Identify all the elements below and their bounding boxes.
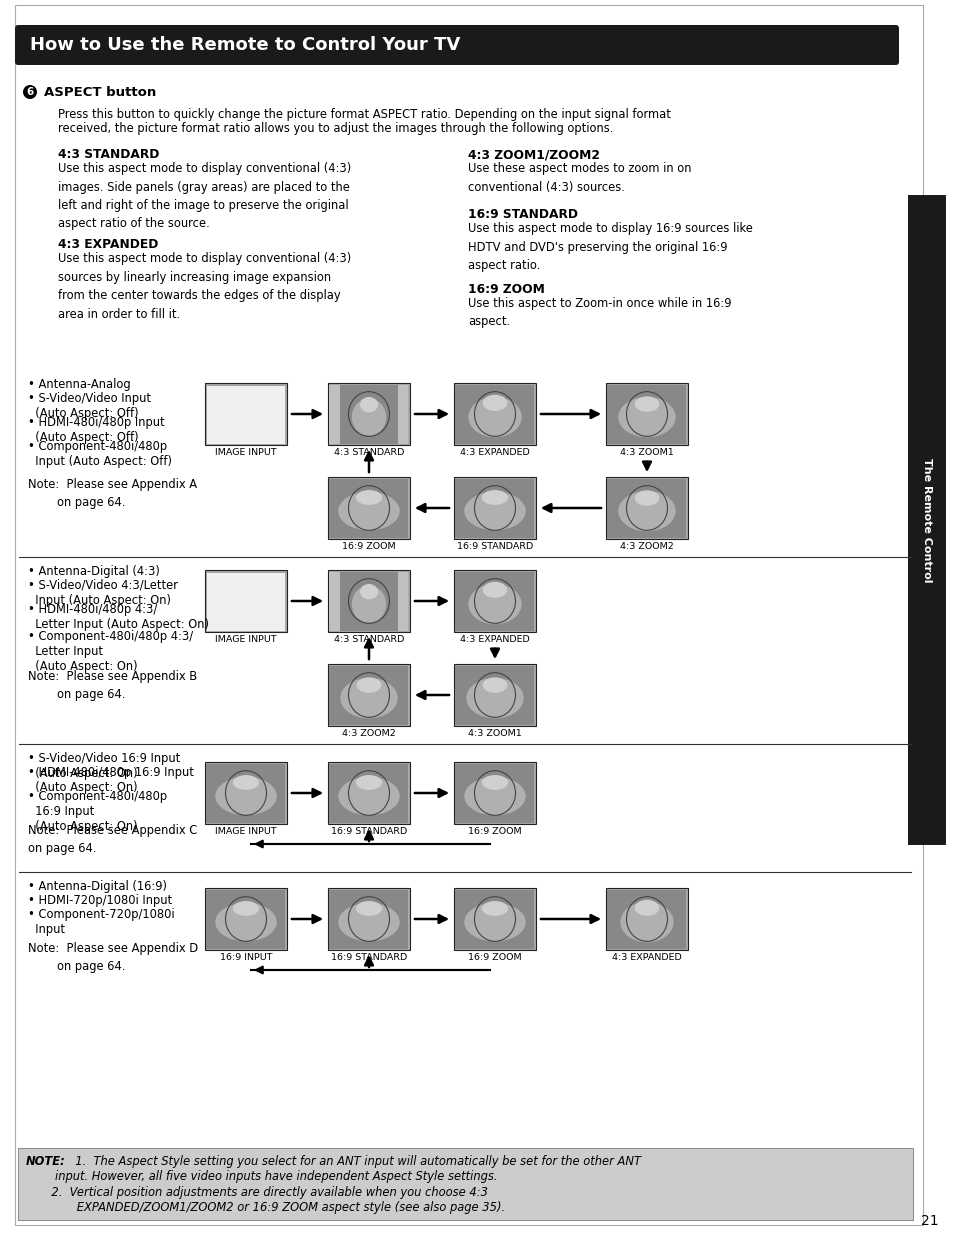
Bar bbox=[455, 384, 534, 443]
Ellipse shape bbox=[356, 677, 381, 693]
Text: 1.  The Aspect Style setting you select for an ANT input will automatically be s: 1. The Aspect Style setting you select f… bbox=[68, 1155, 640, 1168]
Bar bbox=[329, 478, 408, 537]
Text: 4:3 STANDARD: 4:3 STANDARD bbox=[334, 448, 404, 457]
Text: • Antenna-Digital (16:9): • Antenna-Digital (16:9) bbox=[28, 881, 167, 893]
Bar bbox=[454, 571, 536, 632]
Text: 4:3 EXPANDED: 4:3 EXPANDED bbox=[612, 953, 681, 962]
Ellipse shape bbox=[482, 395, 507, 411]
Text: 4:3 ZOOM1/ZOOM2: 4:3 ZOOM1/ZOOM2 bbox=[468, 148, 599, 161]
Ellipse shape bbox=[468, 396, 521, 437]
Ellipse shape bbox=[338, 777, 399, 815]
Bar bbox=[206, 572, 285, 631]
Text: 21: 21 bbox=[921, 1214, 938, 1228]
Ellipse shape bbox=[215, 903, 276, 941]
Text: 4:3 EXPANDED: 4:3 EXPANDED bbox=[459, 635, 529, 643]
Bar bbox=[455, 763, 534, 823]
Ellipse shape bbox=[233, 902, 259, 916]
Text: 16:9 ZOOM: 16:9 ZOOM bbox=[468, 953, 521, 962]
Bar bbox=[455, 666, 534, 725]
Bar bbox=[607, 889, 686, 948]
Text: • S-Video/Video Input
  (Auto Aspect: Off): • S-Video/Video Input (Auto Aspect: Off) bbox=[28, 391, 151, 420]
Text: Note:  Please see Appendix D
        on page 64.: Note: Please see Appendix D on page 64. bbox=[28, 942, 198, 973]
Bar bbox=[454, 477, 536, 538]
Text: • HDMI-720p/1080i Input: • HDMI-720p/1080i Input bbox=[28, 894, 172, 906]
Bar bbox=[206, 384, 285, 443]
Ellipse shape bbox=[359, 396, 377, 412]
Bar bbox=[206, 889, 285, 948]
Bar bbox=[455, 889, 534, 948]
Ellipse shape bbox=[481, 490, 508, 505]
Text: 16:9 INPUT: 16:9 INPUT bbox=[219, 953, 272, 962]
Bar bbox=[328, 762, 410, 824]
Text: Use this aspect mode to display conventional (4:3)
sources by linearly increasin: Use this aspect mode to display conventi… bbox=[58, 252, 351, 321]
Text: 4:3 STANDARD: 4:3 STANDARD bbox=[58, 148, 159, 161]
Text: • Antenna-Analog: • Antenna-Analog bbox=[28, 378, 131, 391]
Ellipse shape bbox=[634, 900, 659, 916]
Text: 4:3 STANDARD: 4:3 STANDARD bbox=[334, 635, 404, 643]
Ellipse shape bbox=[464, 492, 525, 530]
Bar bbox=[454, 762, 536, 824]
Ellipse shape bbox=[215, 777, 276, 815]
Text: • HDMI-480i/480p Input
  (Auto Aspect: Off): • HDMI-480i/480p Input (Auto Aspect: Off… bbox=[28, 416, 165, 445]
Text: Use this aspect mode to display 16:9 sources like
HDTV and DVD's preserving the : Use this aspect mode to display 16:9 sou… bbox=[468, 222, 752, 272]
Ellipse shape bbox=[464, 777, 525, 815]
Bar bbox=[206, 384, 285, 443]
Bar bbox=[397, 384, 408, 443]
Text: • Component-480i/480p
  Input (Auto Aspect: Off): • Component-480i/480p Input (Auto Aspect… bbox=[28, 440, 172, 468]
Bar bbox=[205, 888, 287, 950]
Ellipse shape bbox=[355, 490, 382, 505]
Text: Use these aspect modes to zoom in on
conventional (4:3) sources.: Use these aspect modes to zoom in on con… bbox=[468, 162, 691, 194]
Ellipse shape bbox=[338, 903, 399, 941]
Bar bbox=[329, 384, 340, 443]
Text: • HDMI-480i/480p 4:3/
  Letter Input (Auto Aspect: On): • HDMI-480i/480p 4:3/ Letter Input (Auto… bbox=[28, 603, 209, 631]
Bar bbox=[454, 664, 536, 726]
Bar bbox=[329, 763, 408, 823]
Ellipse shape bbox=[338, 492, 399, 530]
Ellipse shape bbox=[233, 776, 259, 790]
Text: How to Use the Remote to Control Your TV: How to Use the Remote to Control Your TV bbox=[30, 36, 459, 54]
Text: 16:9 STANDARD: 16:9 STANDARD bbox=[331, 953, 407, 962]
Text: IMAGE INPUT: IMAGE INPUT bbox=[215, 448, 276, 457]
Bar bbox=[329, 572, 408, 631]
Ellipse shape bbox=[482, 582, 507, 598]
Text: • Component-480i/480p
  16:9 Input
  (Auto Aspect: On): • Component-480i/480p 16:9 Input (Auto A… bbox=[28, 790, 167, 832]
Bar bbox=[328, 477, 410, 538]
Bar bbox=[328, 383, 410, 445]
Text: IMAGE INPUT: IMAGE INPUT bbox=[215, 635, 276, 643]
Text: 4:3 ZOOM1: 4:3 ZOOM1 bbox=[468, 729, 521, 739]
Text: Use this aspect mode to display conventional (4:3)
images. Side panels (gray are: Use this aspect mode to display conventi… bbox=[58, 162, 351, 231]
Bar bbox=[607, 384, 686, 443]
Bar bbox=[455, 572, 534, 631]
Ellipse shape bbox=[464, 903, 525, 941]
Bar bbox=[206, 763, 285, 823]
Text: • Component-480i/480p 4:3/
  Letter Input
  (Auto Aspect: On): • Component-480i/480p 4:3/ Letter Input … bbox=[28, 630, 193, 673]
Ellipse shape bbox=[340, 678, 397, 719]
Text: 2.  Vertical position adjustments are directly available when you choose 4:3: 2. Vertical position adjustments are dir… bbox=[26, 1186, 488, 1199]
Text: • Component-720p/1080i
  Input: • Component-720p/1080i Input bbox=[28, 908, 174, 936]
Bar bbox=[18, 1149, 912, 1220]
Text: Note:  Please see Appendix B
        on page 64.: Note: Please see Appendix B on page 64. bbox=[28, 671, 197, 701]
Text: EXPANDED/ZOOM1/ZOOM2 or 16:9 ZOOM aspect style (see also page 35).: EXPANDED/ZOOM1/ZOOM2 or 16:9 ZOOM aspect… bbox=[26, 1200, 504, 1214]
Ellipse shape bbox=[619, 902, 673, 942]
Text: 4:3 ZOOM2: 4:3 ZOOM2 bbox=[342, 729, 395, 739]
Ellipse shape bbox=[352, 585, 386, 622]
FancyBboxPatch shape bbox=[15, 25, 898, 65]
Bar bbox=[605, 477, 687, 538]
Bar bbox=[205, 383, 287, 445]
Ellipse shape bbox=[355, 902, 382, 916]
Text: NOTE:: NOTE: bbox=[26, 1155, 66, 1168]
Text: 16:9 STANDARD: 16:9 STANDARD bbox=[331, 827, 407, 836]
Bar bbox=[605, 888, 687, 950]
Ellipse shape bbox=[634, 490, 659, 506]
Bar bbox=[205, 571, 287, 632]
Text: 16:9 ZOOM: 16:9 ZOOM bbox=[468, 827, 521, 836]
Text: Press this button to quickly change the picture format ASPECT ratio. Depending o: Press this button to quickly change the … bbox=[58, 107, 670, 121]
Text: • HDMI-480i/480p 16:9 Input
  (Auto Aspect: On): • HDMI-480i/480p 16:9 Input (Auto Aspect… bbox=[28, 766, 193, 794]
Ellipse shape bbox=[634, 396, 659, 411]
Text: 16:9 ZOOM: 16:9 ZOOM bbox=[468, 283, 544, 296]
Ellipse shape bbox=[618, 492, 675, 531]
Ellipse shape bbox=[618, 396, 675, 437]
Text: The Remote Control: The Remote Control bbox=[921, 458, 931, 582]
Bar bbox=[328, 571, 410, 632]
Bar bbox=[206, 572, 285, 631]
